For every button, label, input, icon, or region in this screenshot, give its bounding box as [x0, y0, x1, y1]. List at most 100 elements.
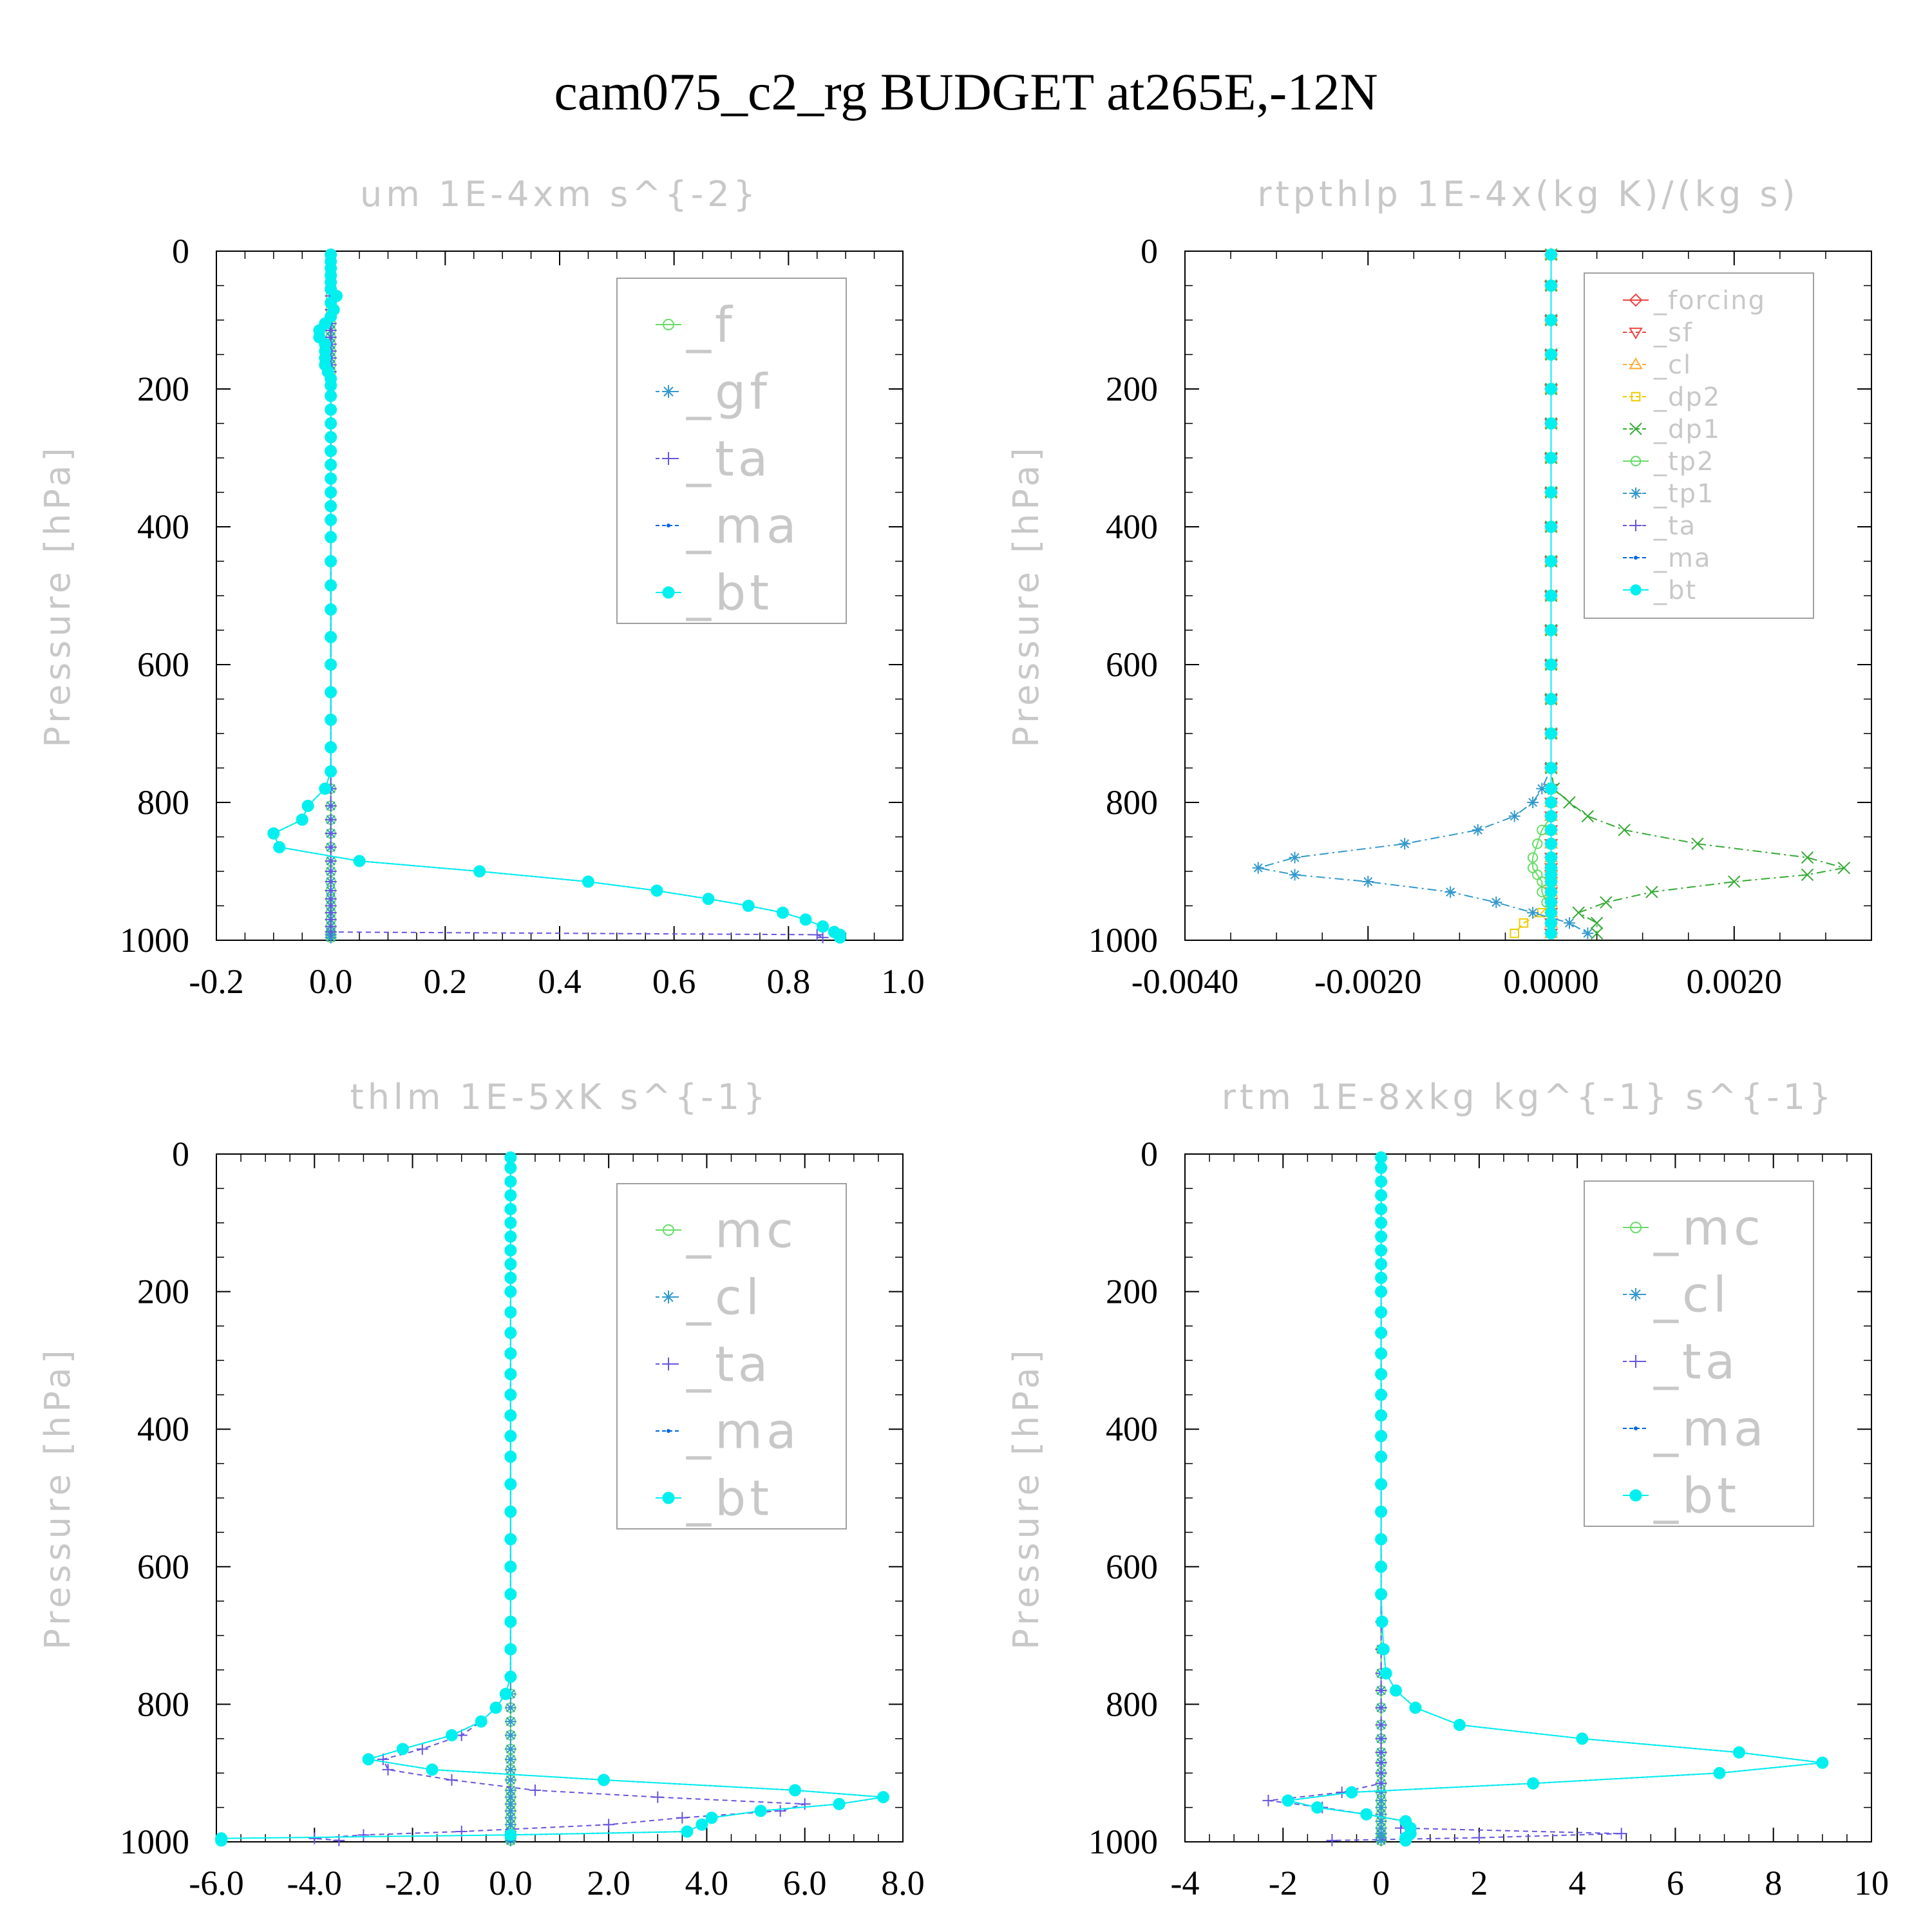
- marker-bt: [504, 1588, 517, 1601]
- x-tick-label: -0.0020: [1314, 962, 1421, 1001]
- marker-bt: [325, 741, 337, 753]
- x-tick-label: 0: [1372, 1864, 1390, 1902]
- y-tick-label: 200: [1106, 1273, 1158, 1311]
- y-tick-label: 0: [1141, 1135, 1158, 1173]
- marker-bt: [1375, 1388, 1388, 1401]
- marker-bt: [1545, 693, 1558, 705]
- marker-x: [1801, 868, 1814, 882]
- x-tick-label: 0.2: [424, 962, 468, 1001]
- marker-bt: [833, 1797, 846, 1810]
- marker-plus: [652, 1791, 664, 1803]
- marker-bt: [1545, 248, 1558, 261]
- legend-item-ma: _ma: [656, 497, 797, 554]
- marker-bt: [504, 1306, 517, 1319]
- y-tick-label: 800: [137, 783, 189, 822]
- marker-circle: [1630, 455, 1642, 467]
- marker-bt: [1545, 810, 1558, 822]
- marker-asterisk: [504, 1819, 516, 1831]
- marker-plus: [1375, 1777, 1387, 1790]
- marker-asterisk: [662, 385, 675, 398]
- marker-x: [1590, 927, 1604, 940]
- marker-bt: [1545, 886, 1558, 898]
- marker-plus: [1262, 1794, 1274, 1806]
- marker-bt: [296, 813, 308, 826]
- marker-bt: [1576, 1732, 1589, 1745]
- marker-plus: [603, 1819, 615, 1831]
- marker-bt: [325, 686, 337, 699]
- figure-title: cam075_c2_rg BUDGET at265E,-12N: [554, 62, 1378, 121]
- marker-asterisk: [1375, 1834, 1387, 1846]
- y-tick-label: 600: [137, 1548, 189, 1586]
- panels: um 1E-4xm s^{-2} Pressure [hPa] 0 200 400 600…: [37, 174, 1889, 1902]
- marker-plus: [1375, 1685, 1387, 1697]
- x-tick-label: 0.8: [767, 962, 811, 1001]
- legend-box: [616, 1183, 847, 1530]
- marker-bt: [1375, 1285, 1388, 1298]
- marker-bt: [1375, 1258, 1388, 1271]
- legend-label: _gf: [686, 363, 771, 421]
- marker-bt: [1545, 927, 1558, 940]
- y-tick-label: 400: [137, 507, 189, 546]
- legend-item-bt: _bt: [656, 564, 769, 621]
- panel-title: thlm 1E-5xK s^{-1}: [350, 1077, 770, 1117]
- marker-bt: [1375, 1175, 1388, 1188]
- marker-bt: [504, 1615, 517, 1628]
- series-bt: [1545, 248, 1558, 940]
- chart-panel-3: thlm 1E-5xK s^{-1} Pressure [hPa] 0 200 400 6…: [37, 1077, 925, 1902]
- marker-asterisk: [1399, 838, 1411, 850]
- legend-label: _dp2: [1653, 383, 1721, 412]
- marker-x: [1691, 837, 1704, 850]
- marker-x: [1629, 422, 1642, 435]
- marker-bt: [504, 1202, 517, 1215]
- marker-plus: [662, 1358, 675, 1370]
- y-tick-label: 400: [1106, 1410, 1158, 1448]
- x-tick-label: 0.4: [538, 962, 582, 1001]
- marker-plus: [325, 841, 337, 853]
- marker-asterisk: [504, 1812, 516, 1824]
- legend-item-bt: _bt: [1623, 1467, 1736, 1524]
- marker-bt: [325, 403, 337, 416]
- marker-x: [1645, 886, 1658, 898]
- legend-item-dp2: _dp2: [1623, 383, 1721, 412]
- marker-bt: [1545, 837, 1558, 850]
- marker-asterisk: [504, 1753, 516, 1765]
- marker-bt: [1389, 1684, 1402, 1697]
- marker-plus: [357, 1829, 370, 1841]
- marker-bt: [215, 1834, 228, 1847]
- marker-plus: [1375, 1757, 1387, 1769]
- x-tick-label: 2: [1470, 1864, 1488, 1902]
- marker-circle: [1527, 852, 1539, 863]
- marker-bt: [445, 1728, 458, 1741]
- y-axis-label: Pressure [hPa]: [37, 1346, 78, 1649]
- marker-bt: [301, 799, 314, 812]
- marker-bt: [504, 1368, 517, 1381]
- legend-label: _forcing: [1653, 286, 1766, 316]
- marker-bt: [504, 1230, 517, 1243]
- marker-bt: [598, 1774, 611, 1786]
- marker-bt: [325, 417, 337, 430]
- marker-bt: [1545, 520, 1558, 533]
- legend-label: _ma: [686, 1403, 800, 1460]
- marker-bt: [1375, 1368, 1388, 1381]
- marker-bt: [1375, 1450, 1388, 1463]
- marker-asterisk: [1375, 1808, 1387, 1821]
- marker-bt: [1527, 1777, 1540, 1790]
- marker-x: [1572, 906, 1585, 919]
- marker-bt: [499, 1687, 512, 1700]
- panel-title: um 1E-4xm s^{-2}: [360, 174, 759, 214]
- legend: _f _gf _ta _ma _bt: [616, 278, 847, 624]
- x-tick-label: 1.0: [881, 962, 925, 1001]
- legend-box: [616, 278, 847, 624]
- marker-asterisk: [1289, 869, 1301, 881]
- marker-bt: [702, 893, 715, 905]
- marker-circle: [663, 319, 674, 330]
- legend-label: _sf: [1653, 318, 1693, 348]
- marker-plus: [1473, 1832, 1485, 1844]
- marker-bt: [504, 1175, 517, 1188]
- marker-bt: [799, 913, 812, 926]
- marker-bt: [504, 1244, 517, 1257]
- marker-plus: [325, 855, 337, 867]
- marker-bt: [267, 827, 280, 840]
- marker-bt: [1409, 1701, 1422, 1714]
- marker-bt: [504, 1327, 517, 1340]
